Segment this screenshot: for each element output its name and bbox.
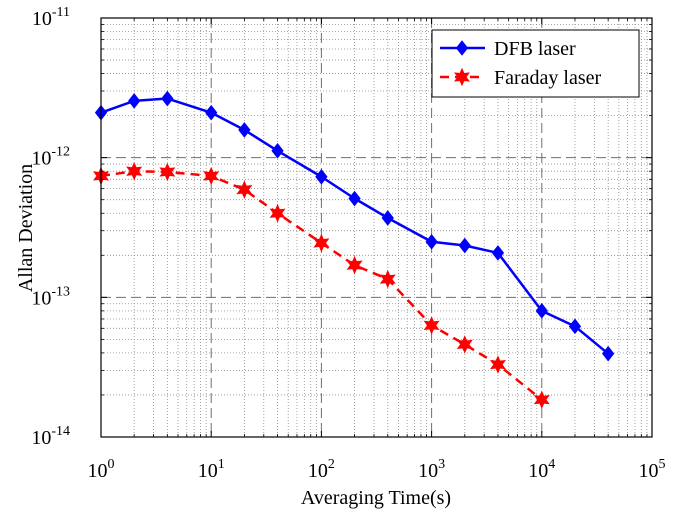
data-point-faraday [533,390,550,409]
data-point-faraday [203,166,220,186]
tick-labels: 100 101 102 103 104 105 10-14 10-13 10-12 10-11 [31,5,665,482]
x-tick-label: 102 [308,457,335,482]
data-point-dfb [128,93,141,109]
y-axis-label: Allan Deviation [15,164,37,292]
data-point-dfb [315,168,328,185]
x-tick-label: 100 [88,457,115,482]
data-point-faraday [313,233,330,253]
data-point-faraday [236,180,253,199]
data-point-faraday [456,335,473,354]
data-point-dfb [425,233,438,250]
data-point-dfb [205,104,218,121]
data-point-dfb [161,90,174,107]
series-dfb [94,90,615,362]
data-point-faraday [126,161,143,181]
x-tick-label: 105 [639,457,666,482]
data-point-faraday [379,269,396,289]
data-point-dfb [381,210,394,226]
series-layer [92,90,615,409]
y-tick-label: 10-13 [31,284,70,309]
data-point-faraday [269,204,286,223]
data-point-dfb [602,345,615,362]
x-axis-label: Averaging Time(s) [301,487,451,509]
y-tick-label: 10-14 [31,424,70,449]
data-point-dfb [348,190,361,207]
legend-box [431,29,640,98]
series-faraday [92,161,550,409]
legend: DFB laser Faraday laser [431,29,640,98]
axes-frame [100,17,653,438]
data-point-dfb [238,122,251,138]
data-point-faraday [159,162,176,182]
data-point-dfb [491,245,505,261]
data-point-dfb [458,237,471,254]
legend-marker-faraday [453,67,471,87]
data-point-faraday [423,316,440,335]
x-tick-label: 103 [418,457,445,482]
data-point-faraday [346,255,363,275]
y-tick-label: 10-12 [31,145,70,170]
legend-label-faraday: Faraday laser [494,67,602,89]
data-point-dfb [535,303,548,319]
x-tick-label: 101 [198,457,225,482]
data-point-dfb [271,142,284,159]
legend-label-dfb: DFB laser [494,38,576,60]
data-point-faraday [489,355,506,374]
tick-marks [100,17,653,438]
data-point-dfb [568,318,582,335]
x-tick-label: 104 [528,457,555,482]
y-tick-label: 10-11 [32,5,70,30]
legend-marker-dfb [455,40,469,56]
